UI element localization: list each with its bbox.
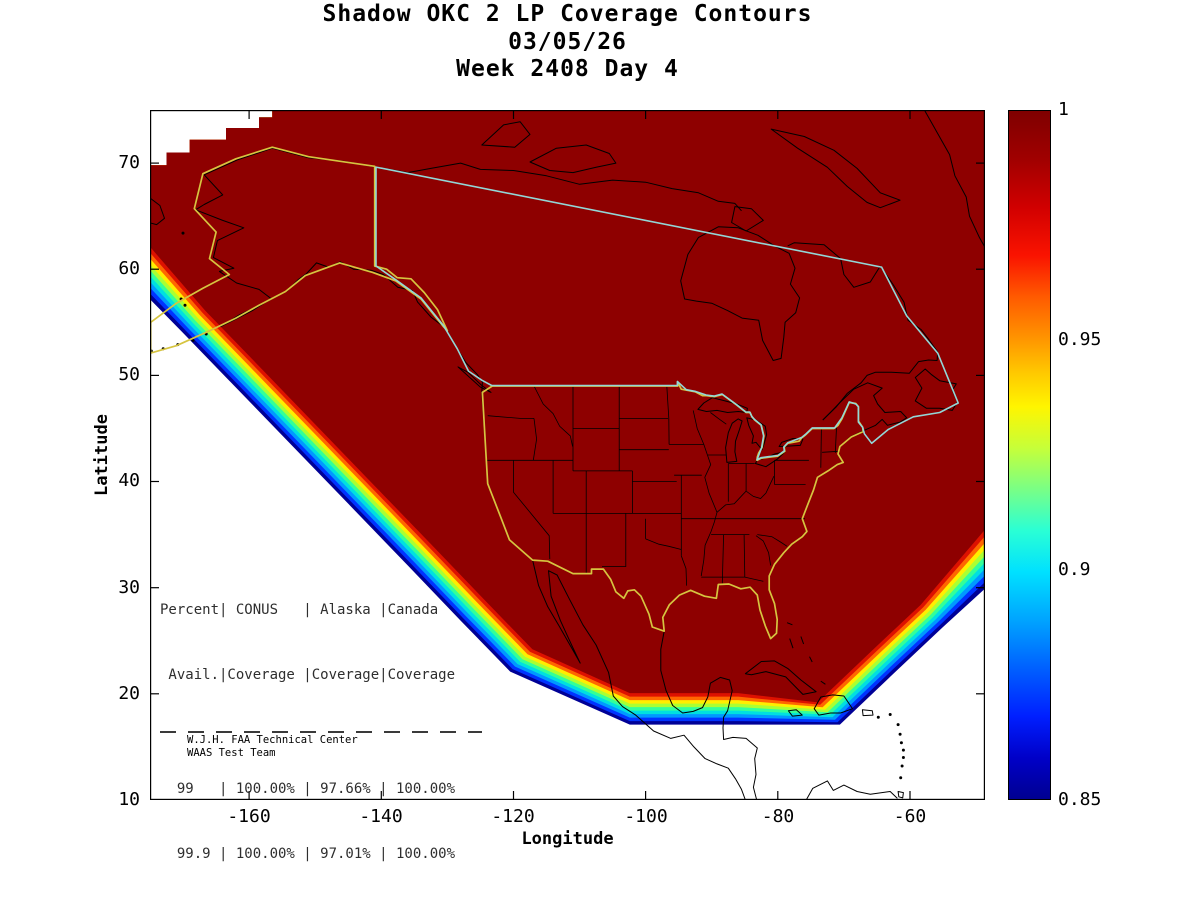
table-row-99: 99 | 100.00% | 97.66% | 100.00% (160, 781, 456, 797)
canada-coverage-outline (375, 166, 959, 461)
x-tick-label: -60 (893, 806, 927, 827)
colorbar (1008, 110, 1051, 800)
table-header-row1: Percent| CONUS | Alaska |Canada (160, 602, 439, 618)
coverage-bands (150, 110, 985, 725)
x-tick-label: -140 (359, 806, 403, 827)
y-tick-label: 20 (118, 683, 140, 704)
alaska-coverage-outline (150, 146, 449, 354)
colorbar-tick-label: 0.85 (1058, 789, 1102, 810)
credit-line2: WAAS Test Team (187, 747, 276, 759)
credit-note: W.J.H. FAA Technical Center WAAS Test Te… (187, 734, 358, 760)
y-tick-label: 40 (118, 470, 140, 491)
y-tick-label: 30 (118, 577, 140, 598)
y-tick-label: 50 (118, 364, 140, 385)
table-divider (160, 731, 482, 733)
x-tick-label: -80 (761, 806, 795, 827)
x-tick-label: -100 (624, 806, 668, 827)
colorbar-gradient (1009, 111, 1050, 799)
colorbar-tick-label: 0.95 (1058, 329, 1102, 350)
chart-title-line2: 03/05/26 (508, 28, 627, 55)
y-tick-label: 60 (118, 258, 140, 279)
coverage-stats-table: Percent| CONUS | Alaska |Canada Avail.|C… (160, 557, 482, 900)
colorbar-tick-label: 0.9 (1058, 559, 1091, 580)
table-row-99-9: 99.9 | 100.00% | 97.01% | 100.00% (160, 845, 456, 862)
plot-border (150, 110, 985, 800)
chart-title-block: Shadow OKC 2 LP Coverage Contours 03/05/… (150, 1, 985, 84)
y-tick-label: 70 (118, 152, 140, 173)
colorbar-tick-label: 1 (1058, 99, 1069, 120)
state-borders (485, 385, 839, 586)
map-plot-area: Percent| CONUS | Alaska |Canada Avail.|C… (150, 110, 985, 862)
y-axis-label: Latitude (92, 414, 112, 496)
credit-line1: W.J.H. FAA Technical Center (187, 734, 358, 746)
table-header-row2: Avail.|Coverage |Coverage|Coverage (160, 666, 456, 683)
axis-ticks (150, 110, 985, 800)
x-tick-label: -160 (227, 806, 271, 827)
coverage-contour-map (150, 110, 985, 800)
y-tick-label: 10 (118, 789, 140, 810)
x-tick-label: -120 (491, 806, 535, 827)
chart-title-line1: Shadow OKC 2 LP Coverage Contours (322, 1, 813, 27)
x-axis-label: Longitude (521, 829, 614, 849)
chart-title-line3: Week 2408 Day 4 (456, 56, 679, 82)
